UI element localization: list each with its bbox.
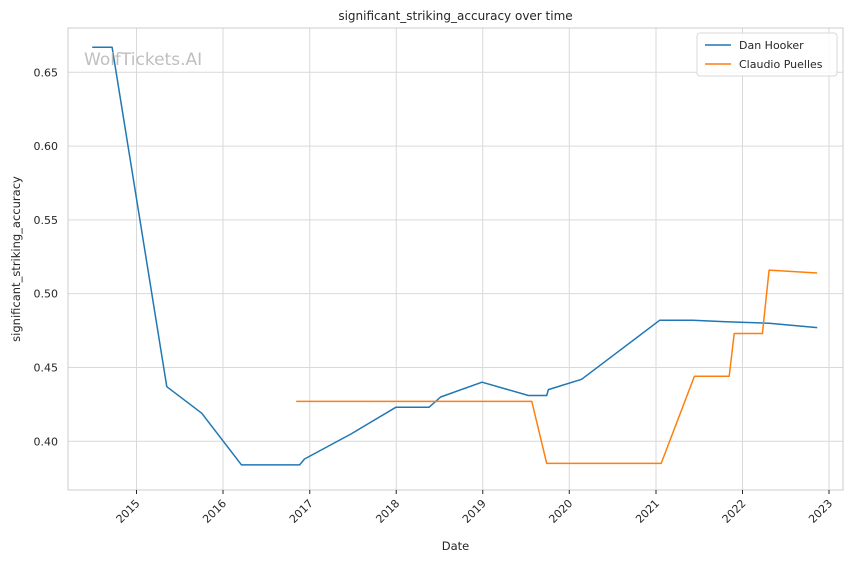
series-line-claudio-puelles <box>296 269 818 465</box>
y-tick-label: 0.45 <box>34 361 59 374</box>
y-tick-label: 0.60 <box>34 140 59 153</box>
series-line-dan-hooker <box>92 46 818 466</box>
y-tick-label: 0.65 <box>34 66 59 79</box>
y-axis-ticks: 0.40 0.45 0.50 0.55 0.60 0.65 <box>34 66 59 448</box>
y-tick-label: 0.40 <box>34 435 59 448</box>
x-axis-label: Date <box>442 539 470 553</box>
watermark: WolfTickets.AI <box>84 50 202 70</box>
plot-area-border <box>67 27 844 491</box>
grid-lines <box>68 28 843 490</box>
chart-title: significant_striking_accuracy over time <box>338 9 572 23</box>
series-lines <box>92 46 818 466</box>
legend-box <box>696 32 838 77</box>
y-axis-label: significant_striking_accuracy <box>9 176 23 342</box>
y-tick-label: 0.50 <box>34 288 59 301</box>
legend-label-claudio-puelles: Claudio Puelles <box>739 58 823 71</box>
legend: Dan Hooker Claudio Puelles <box>696 32 838 77</box>
legend-label-dan-hooker: Dan Hooker <box>739 39 804 52</box>
y-tick-label: 0.55 <box>34 214 59 227</box>
